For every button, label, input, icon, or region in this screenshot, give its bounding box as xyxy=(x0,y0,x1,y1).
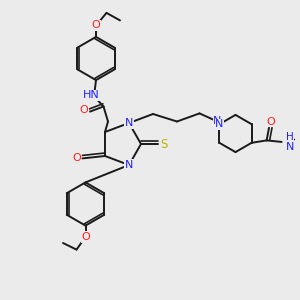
Text: N: N xyxy=(125,160,133,170)
Text: HN: HN xyxy=(83,90,100,100)
Text: O: O xyxy=(92,20,100,31)
Text: O: O xyxy=(80,105,88,116)
Text: S: S xyxy=(160,137,168,151)
Text: N: N xyxy=(286,142,294,152)
Text: N: N xyxy=(215,119,224,129)
Text: O: O xyxy=(81,232,90,242)
Text: N: N xyxy=(213,116,222,127)
Text: H: H xyxy=(286,131,294,142)
Text: O: O xyxy=(266,117,275,127)
Text: O: O xyxy=(72,153,81,163)
Text: N: N xyxy=(125,118,133,128)
